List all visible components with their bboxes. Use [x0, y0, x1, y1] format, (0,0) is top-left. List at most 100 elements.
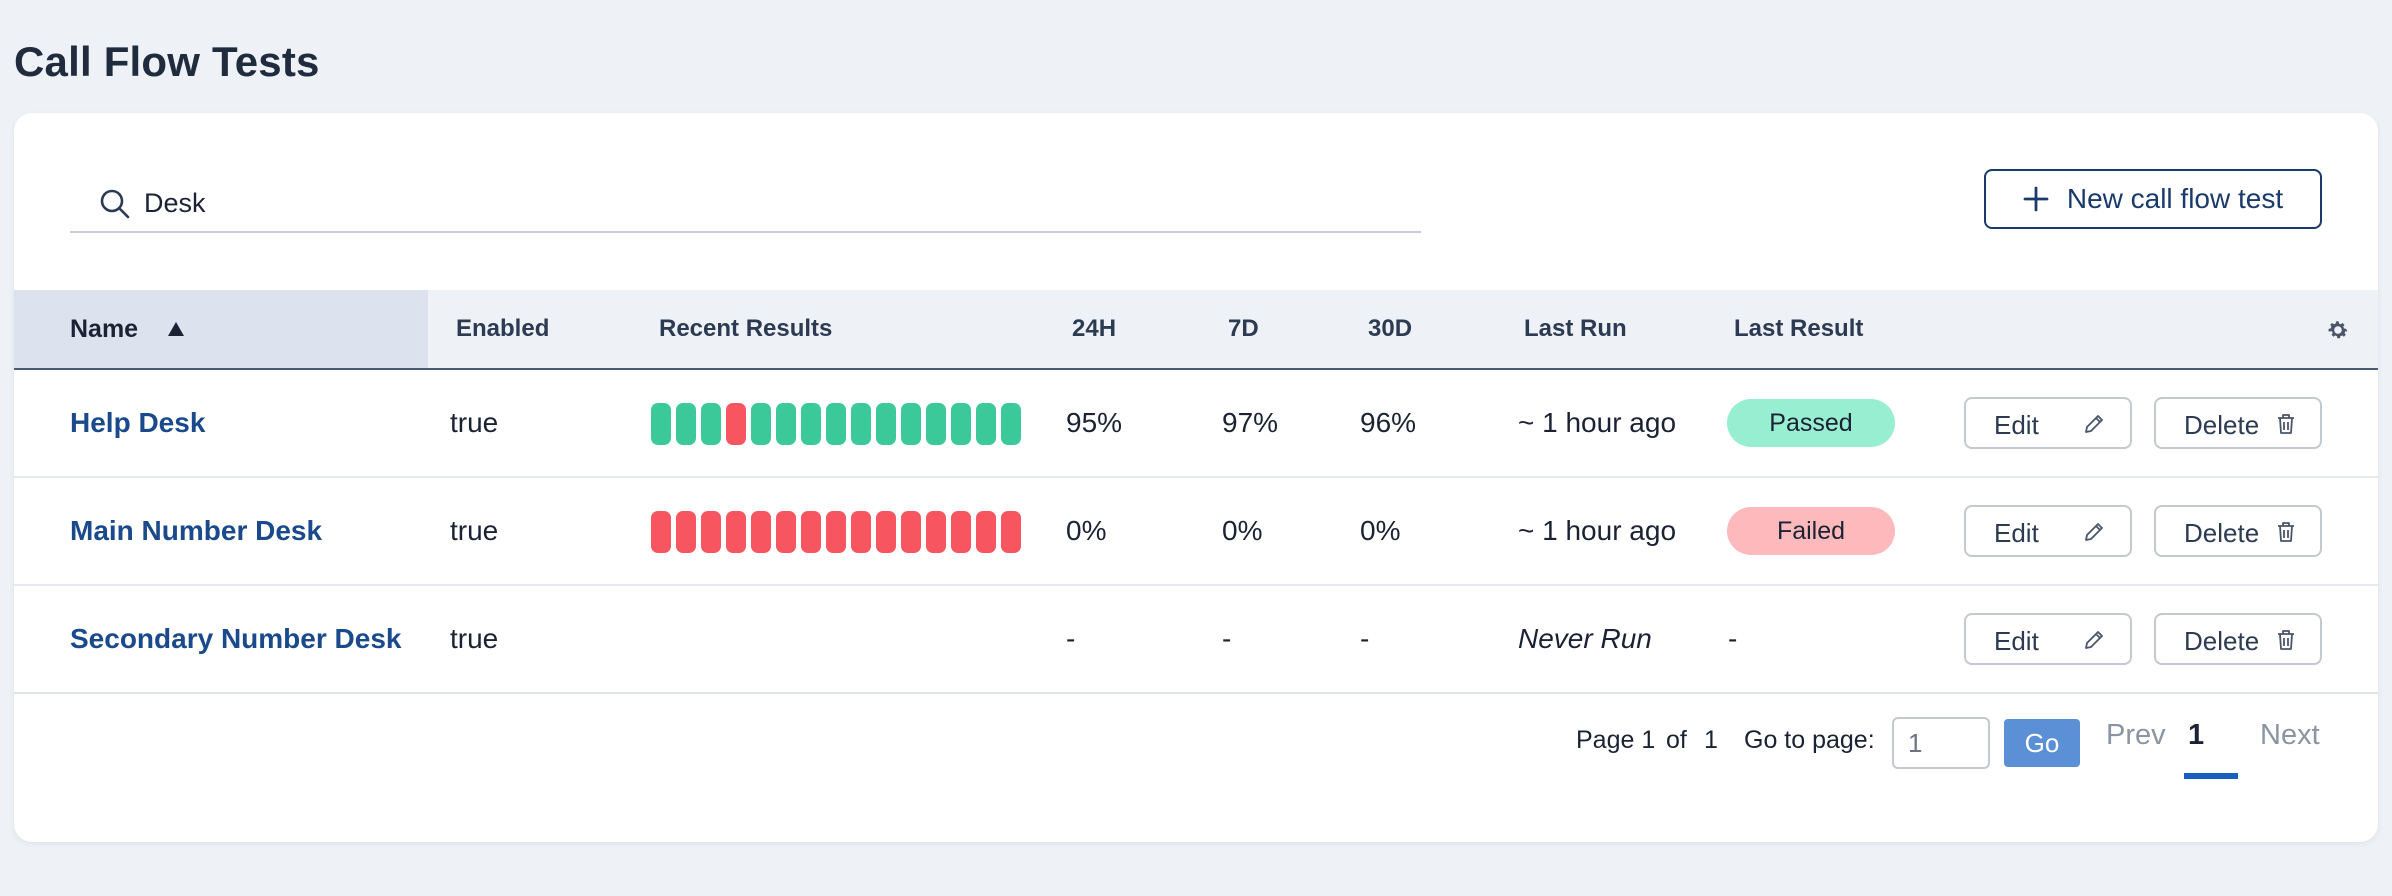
result-fail-marker [976, 511, 996, 553]
result-pass-marker [676, 403, 696, 445]
enabled-cell: true [450, 407, 499, 438]
result-fail-marker [951, 511, 971, 553]
test-name-cell: Secondary Number Desk [70, 586, 401, 692]
delete-button[interactable]: Delete [2154, 613, 2322, 665]
result-pass-marker [951, 403, 971, 445]
recent-results [651, 511, 1021, 553]
result-pass-marker [776, 403, 796, 445]
result-pass-marker [826, 403, 846, 445]
result-pass-marker [851, 403, 871, 445]
result-pass-marker [701, 403, 721, 445]
last-result-cell: - [1728, 623, 1738, 654]
column-header-7d[interactable]: 7D [1228, 315, 1259, 342]
column-header-name[interactable]: Name [70, 290, 185, 368]
edit-button-label: Edit [1994, 626, 2039, 656]
rate-24h-cell: 0% [1066, 515, 1107, 546]
status-badge: Failed [1727, 507, 1895, 555]
new-call-flow-test-button[interactable]: New call flow test [1984, 169, 2322, 229]
column-header-last-run[interactable]: Last Run [1524, 315, 1627, 342]
column-header-enabled[interactable]: Enabled [456, 315, 550, 342]
table-row: Help Desk true 95% 97% 96% ~ 1 hour ago … [14, 370, 2378, 478]
trash-icon [2278, 522, 2294, 542]
result-fail-marker [726, 511, 746, 553]
result-pass-marker [801, 403, 821, 445]
total-pages: 1 [1704, 726, 1718, 754]
edit-button-label: Edit [1994, 410, 2039, 440]
page-of-label: of [1666, 726, 1687, 754]
test-name-link[interactable]: Help Desk [70, 407, 206, 438]
new-call-flow-test-label: New call flow test [2066, 183, 2284, 214]
rate-30d-cell: 0% [1360, 515, 1401, 546]
table-row: Secondary Number Desk true - - - Never R… [14, 586, 2378, 694]
page-title: Call Flow Tests [14, 38, 320, 85]
table-header: Name Enabled Recent Results 24H 7D 30D L… [14, 290, 2378, 370]
rate-7d-cell: 97% [1222, 407, 1279, 438]
goto-page-input[interactable] [1892, 717, 1990, 769]
result-pass-marker [976, 403, 996, 445]
result-fail-marker [776, 511, 796, 553]
current-page-indicator [2184, 773, 2238, 779]
gear-icon[interactable] [2326, 318, 2350, 342]
result-fail-marker [1001, 511, 1021, 553]
result-fail-marker [676, 511, 696, 553]
sort-ascending-icon [168, 322, 185, 336]
edit-button[interactable]: Edit [1964, 505, 2132, 557]
result-fail-marker [751, 511, 771, 553]
rate-7d-cell: - [1222, 623, 1232, 654]
search-input[interactable] [144, 183, 1344, 223]
plus-icon [2023, 186, 2049, 212]
enabled-cell: true [450, 623, 499, 654]
last-run-cell: ~ 1 hour ago [1518, 407, 1677, 438]
status-badge: Passed [1727, 399, 1895, 447]
result-pass-marker [1001, 403, 1021, 445]
table-row: Main Number Desk true 0% 0% 0% ~ 1 hour … [14, 478, 2378, 586]
test-name-link[interactable]: Main Number Desk [70, 515, 323, 546]
rate-24h-cell: 95% [1066, 407, 1123, 438]
column-header-24h[interactable]: 24H [1072, 315, 1117, 342]
result-pass-marker [901, 403, 921, 445]
rate-30d-cell: 96% [1360, 407, 1417, 438]
trash-icon [2278, 414, 2294, 434]
result-fail-marker [851, 511, 871, 553]
column-header-30d[interactable]: 30D [1368, 315, 1413, 342]
go-button[interactable]: Go [2004, 719, 2080, 767]
enabled-cell: true [450, 515, 499, 546]
result-pass-marker [926, 403, 946, 445]
prev-page-button[interactable]: Prev [2106, 719, 2166, 751]
search-bar [70, 173, 1421, 233]
edit-button[interactable]: Edit [1964, 613, 2132, 665]
goto-page-label: Go to page: [1744, 726, 1875, 754]
rate-30d-cell: - [1360, 623, 1370, 654]
tests-card: New call flow test Name Enabled Recent R… [14, 113, 2378, 842]
pencil-icon [2085, 631, 2103, 649]
result-pass-marker [751, 403, 771, 445]
result-fail-marker [926, 511, 946, 553]
column-header-recent-results[interactable]: Recent Results [659, 315, 833, 342]
delete-button[interactable]: Delete [2154, 505, 2322, 557]
sorted-column-highlight [14, 290, 428, 368]
result-fail-marker [651, 511, 671, 553]
test-name-link[interactable]: Secondary Number Desk [70, 623, 402, 654]
last-run-cell: ~ 1 hour ago [1518, 515, 1677, 546]
result-fail-marker [901, 511, 921, 553]
result-fail-marker [701, 511, 721, 553]
result-fail-marker [726, 403, 746, 445]
next-page-button[interactable]: Next [2260, 719, 2320, 751]
pagination: Page 1 of 1 Go to page: Go Prev 1 Next [14, 693, 2378, 842]
result-pass-marker [651, 403, 671, 445]
rate-24h-cell: - [1066, 623, 1076, 654]
last-run-cell: Never Run [1518, 623, 1652, 654]
edit-button[interactable]: Edit [1964, 397, 2132, 449]
pencil-icon [2085, 415, 2103, 433]
delete-button[interactable]: Delete [2154, 397, 2322, 449]
result-pass-marker [876, 403, 896, 445]
column-header-last-result[interactable]: Last Result [1734, 315, 1864, 342]
delete-button-label: Delete [2184, 410, 2260, 440]
edit-button-label: Edit [1994, 518, 2039, 548]
column-header-name-label: Name [70, 314, 139, 343]
current-page-button[interactable]: 1 [2188, 719, 2205, 751]
page-indicator: Page 1 [1576, 726, 1656, 754]
rate-7d-cell: 0% [1222, 515, 1263, 546]
test-name-cell: Help Desk [70, 370, 205, 476]
delete-button-label: Delete [2184, 518, 2260, 548]
